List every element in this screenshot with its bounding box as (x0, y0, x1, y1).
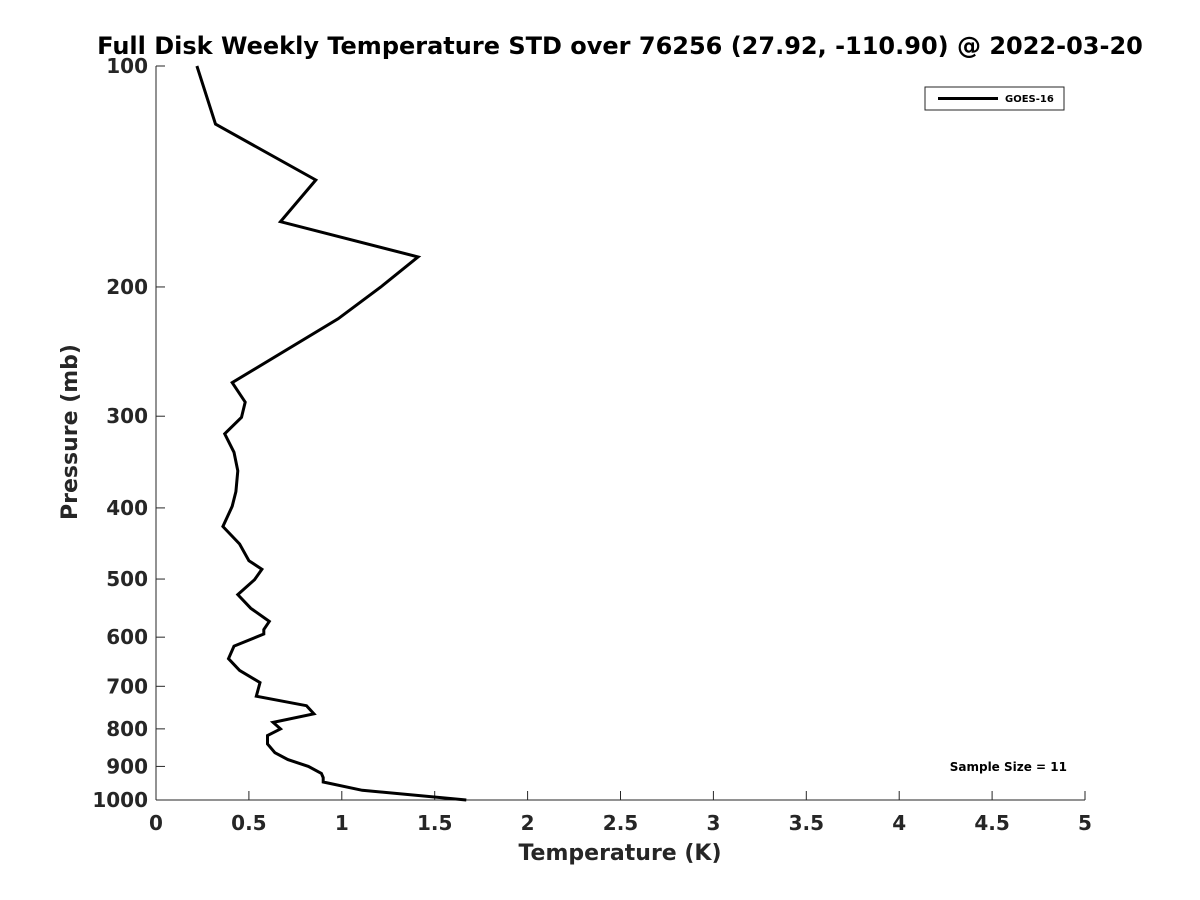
x-tick-label: 3.5 (789, 811, 824, 835)
y-tick-label: 1000 (92, 788, 148, 812)
data-layer (195, 65, 467, 802)
x-tick-label: 1.5 (417, 811, 452, 835)
y-tick-label: 900 (106, 754, 148, 778)
x-tick-label: 4 (892, 811, 906, 835)
x-tick-label: 5 (1078, 811, 1092, 835)
y-tick-label: 800 (106, 717, 148, 741)
y-tick-label: 100 (106, 54, 148, 78)
series-line-goes-16 (195, 65, 467, 802)
legend: GOES-16 (924, 86, 1065, 111)
x-tick-label: 0 (149, 811, 163, 835)
y-tick-label: 400 (106, 496, 148, 520)
x-tick-label: 3 (706, 811, 720, 835)
sample-size-annotation: Sample Size = 11 (950, 760, 1067, 774)
y-axis-label: Pressure (mb) (58, 344, 83, 520)
y-tick-label: 500 (106, 567, 148, 591)
x-tick-label: 4.5 (974, 811, 1009, 835)
axes: 0 0.5 1 1.5 2 2.5 3 3.5 4 4.5 5 100 200 300 400 500 600 7… (92, 54, 1092, 835)
legend-label-goes16: GOES-16 (1005, 94, 1054, 105)
y-tick-label: 200 (106, 275, 148, 299)
y-tick-label: 600 (106, 625, 148, 649)
chart-title: Full Disk Weekly Temperature STD over 76… (97, 32, 1143, 60)
x-axis-label: Temperature (K) (518, 841, 721, 866)
x-tick-label: 0.5 (231, 811, 266, 835)
y-tick-label: 300 (106, 404, 148, 428)
x-tick-label: 2.5 (603, 811, 638, 835)
x-tick-label: 1 (335, 811, 349, 835)
y-tick-label: 700 (106, 674, 148, 698)
x-tick-label: 2 (521, 811, 535, 835)
